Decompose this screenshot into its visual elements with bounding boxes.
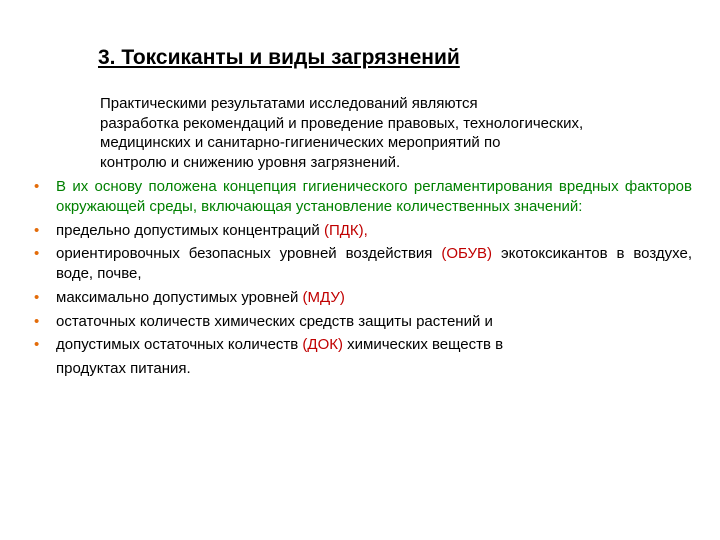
bullet-pdk: предельно допустимых концентраций (ПДК),	[28, 221, 692, 241]
slide-title: 3. Токсиканты и виды загрязнений	[98, 44, 692, 72]
bullet-pdk-text: предельно допустимых концентраций	[56, 222, 324, 239]
intro-line-1: Практическими результатами исследований …	[100, 94, 692, 114]
bullet-dok-line2: продуктах питания.	[56, 360, 191, 377]
slide: 3. Токсиканты и виды загрязнений Практич…	[0, 0, 720, 540]
bullet-obuv: ориентировочных безопасных уровней возде…	[28, 244, 692, 284]
concept-bullet: В их основу положена концепция гигиениче…	[28, 177, 692, 217]
bullet-obuv-text-a: ориентировочных безопасных уровней возде…	[56, 245, 441, 262]
bullet-obuv-abbr: (ОБУВ)	[441, 245, 492, 262]
bullet-dok: допустимых остаточных количеств (ДОК) хи…	[28, 335, 692, 355]
concept-text: В их основу положена концепция гигиениче…	[56, 178, 692, 215]
bullet-dok-text-b: химических веществ в	[343, 336, 503, 353]
intro-line-4: контролю и снижению уровня загрязнений.	[100, 153, 692, 173]
bullet-mdu: максимально допустимых уровней (МДУ)	[28, 288, 692, 308]
bullet-residual-text: остаточных количеств химических средств …	[56, 313, 493, 330]
intro-line-2: разработка рекомендаций и проведение пра…	[100, 114, 692, 134]
bullet-residual: остаточных количеств химических средств …	[28, 312, 692, 332]
bullet-dok-text-a: допустимых остаточных количеств	[56, 336, 302, 353]
content-list: Практическими результатами исследований …	[28, 94, 692, 379]
bullet-dok-line2-wrap: продуктах питания.	[28, 359, 692, 379]
bullet-dok-abbr: (ДОК)	[302, 336, 343, 353]
bullet-mdu-abbr: (МДУ)	[303, 289, 345, 306]
intro-line-3: медицинских и санитарно-гигиенических ме…	[100, 133, 692, 153]
bullet-mdu-text: максимально допустимых уровней	[56, 289, 303, 306]
intro-block: Практическими результатами исследований …	[28, 94, 692, 173]
bullet-pdk-abbr: (ПДК),	[324, 222, 368, 239]
